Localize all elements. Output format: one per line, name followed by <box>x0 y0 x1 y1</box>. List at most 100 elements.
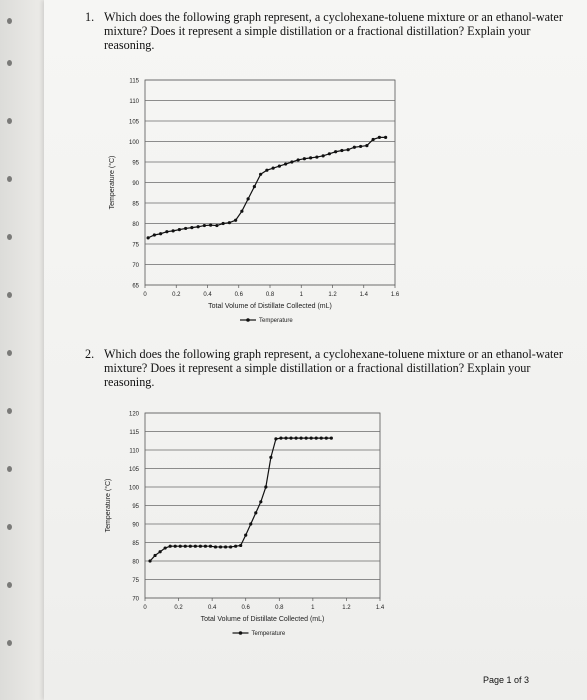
data-point <box>309 436 313 440</box>
data-point <box>198 544 202 548</box>
data-point <box>168 544 172 548</box>
chart-1: 115 110 105 100 95 90 85 80 75 70 65 0 0.2 0.4 0.6 0.8 1… <box>108 79 400 325</box>
data-point <box>249 522 253 526</box>
data-point <box>178 544 182 548</box>
data-point <box>158 550 162 554</box>
data-point <box>183 544 187 548</box>
binder-hole <box>7 466 12 472</box>
x-tick-label: 1.4 <box>360 292 369 298</box>
x-tick-label: 0.6 <box>235 292 244 298</box>
y-tick-label: 65 <box>132 284 139 290</box>
x-tick-label: 0.4 <box>208 605 217 611</box>
data-point <box>259 172 263 176</box>
y-tick-label: 80 <box>132 560 139 566</box>
binder-hole <box>7 292 12 298</box>
data-point <box>289 436 293 440</box>
data-point <box>193 544 197 548</box>
y-tick-label: 95 <box>132 161 139 167</box>
y-tick-label: 115 <box>129 79 139 85</box>
data-point <box>190 226 194 230</box>
data-point <box>259 500 263 504</box>
data-point <box>329 436 333 440</box>
x-tick-label: 0.8 <box>275 605 284 611</box>
data-point <box>229 545 233 549</box>
data-point <box>173 544 177 548</box>
binder-hole <box>7 18 12 24</box>
data-point <box>240 209 244 213</box>
y-tick-label: 100 <box>129 486 140 492</box>
binder-hole <box>7 640 12 646</box>
data-point <box>188 544 192 548</box>
x-axis-label: Total Volume of Distillate Collected (mL… <box>208 303 332 310</box>
data-point <box>234 218 238 222</box>
data-point <box>284 436 288 440</box>
data-point <box>203 544 208 548</box>
legend-marker <box>246 318 250 322</box>
y-tick-label: 70 <box>132 597 139 603</box>
x-tick-label: 1.4 <box>376 605 385 611</box>
x-tick-label: 0.2 <box>174 605 183 611</box>
y-tick-label: 110 <box>129 449 139 455</box>
y-tick-label: 85 <box>132 541 139 547</box>
y-tick-label: 120 <box>129 412 140 418</box>
y-tick-label: 105 <box>129 467 140 473</box>
x-axis-label: Total Volume of Distillate Collected (mL… <box>201 616 325 623</box>
data-point <box>271 166 275 170</box>
question-1-number: 1. <box>85 10 95 24</box>
data-point <box>352 145 356 149</box>
y-axis-label: Temperature (°C) <box>108 156 116 210</box>
binder-hole <box>7 524 12 530</box>
data-point <box>264 485 268 489</box>
data-point <box>340 148 344 153</box>
data-point <box>314 436 318 440</box>
data-point <box>163 546 167 550</box>
data-point <box>208 544 213 548</box>
y-tick-label: 105 <box>129 120 140 126</box>
data-point <box>218 545 223 549</box>
data-point <box>384 135 388 139</box>
data-point <box>277 164 281 168</box>
data-point <box>279 436 283 440</box>
data-point <box>346 148 350 152</box>
binder-hole <box>7 408 12 414</box>
y-tick-label: 115 <box>129 430 139 436</box>
data-point <box>202 223 206 228</box>
data-point <box>215 223 219 228</box>
data-point <box>274 437 278 441</box>
data-point <box>302 157 306 161</box>
data-point <box>153 553 157 558</box>
data-point <box>239 543 243 548</box>
data-point <box>309 156 313 160</box>
data-point <box>324 436 328 440</box>
data-point <box>269 455 273 459</box>
x-tick-label: 1.6 <box>391 292 400 298</box>
series-line <box>147 136 386 239</box>
data-point <box>165 230 169 234</box>
data-point <box>334 150 338 154</box>
binder-hole <box>7 234 12 240</box>
data-point <box>294 436 298 440</box>
x-tick-label: 1 <box>311 605 315 611</box>
y-tick-label: 85 <box>132 202 139 208</box>
x-tick-label: 0 <box>143 605 147 611</box>
data-point <box>321 154 325 158</box>
y-axis-label: Temperature (°C) <box>104 479 112 533</box>
data-point <box>365 144 369 148</box>
binder-hole <box>7 60 12 66</box>
data-point <box>265 168 269 172</box>
data-point <box>359 144 363 149</box>
binder-hole <box>7 118 12 124</box>
data-point <box>290 160 294 164</box>
question-2-number: 2. <box>85 347 95 361</box>
binder-hole <box>7 582 12 588</box>
x-tick-label: 1 <box>300 292 304 298</box>
data-point <box>254 511 258 515</box>
data-point <box>244 533 248 537</box>
data-point <box>246 197 250 201</box>
data-point <box>377 135 381 139</box>
data-point <box>252 185 256 189</box>
data-point <box>196 225 200 229</box>
data-point <box>148 559 152 563</box>
y-tick-label: 75 <box>132 243 139 249</box>
y-tick-label: 95 <box>132 504 139 510</box>
